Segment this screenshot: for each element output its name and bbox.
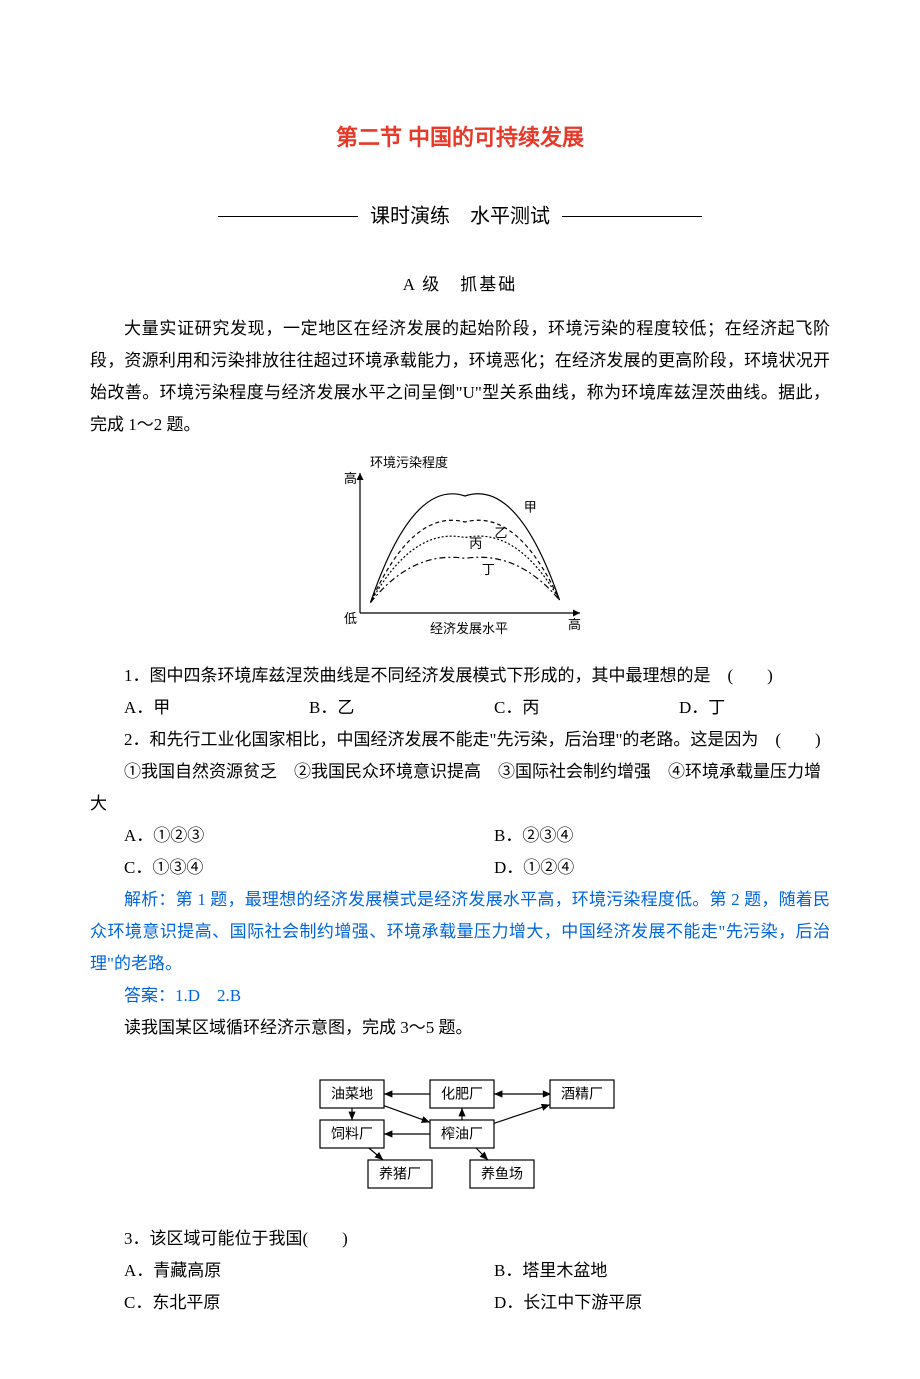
q3-opt-d[interactable]: D．长江中下游平原 [460, 1287, 830, 1319]
q1-options: A．甲 B．乙 C．丙 D．丁 [90, 692, 830, 724]
curve-label-乙: 乙 [494, 526, 507, 541]
q2-stem: 2．和先行工业化国家相比，中国经济发展不能走"先污染，后治理"的老路。这是因为 … [90, 724, 830, 756]
circular-economy-flowchart: 油菜地 化肥厂 酒精厂饲料厂 榨油厂养猪厂 养鱼场 [90, 1056, 830, 1211]
flow-label-huafei: 化肥厂 [441, 1086, 483, 1102]
q1-opt-d[interactable]: D．丁 [645, 692, 830, 724]
level-a-label: A 级 抓基础 [90, 270, 830, 295]
q3-opt-c[interactable]: C．东北平原 [90, 1287, 460, 1319]
q3-opt-b[interactable]: B．塔里木盆地 [460, 1255, 830, 1287]
y-low-label: 低 [344, 611, 357, 626]
curve-label-甲: 甲 [524, 500, 537, 515]
kuznets-curve-丁 [371, 557, 560, 602]
intro-paragraph: 大量实证研究发现，一定地区在经济发展的起始阶段，环境污染的程度较低；在经济起飞阶… [90, 313, 830, 441]
section-header-text: 课时演练 水平测试 [370, 206, 550, 228]
q2-opt-d[interactable]: D．①②④ [460, 852, 830, 884]
rule-left [218, 216, 358, 217]
kuznets-chart: 环境污染程度 高 低 经济发展水平 高 甲乙丙丁 [90, 453, 830, 648]
x-high-label: 高 [568, 617, 581, 632]
flow-edge-youcai-zhayou [384, 1106, 430, 1123]
analysis-1-2: 解析：第 1 题，最理想的经济发展模式是经济发展水平高，环境污染程度低。第 2 … [90, 884, 830, 980]
flow-label-yangzhu: 养猪厂 [379, 1166, 421, 1182]
q2-opt-a[interactable]: A．①②③ [90, 820, 460, 852]
y-high-label: 高 [344, 471, 357, 486]
curve-label-丁: 丁 [482, 562, 495, 577]
answer-1-2: 答案：1.D 2.B [90, 980, 830, 1012]
page-title: 第二节 中国的可持续发展 [90, 120, 830, 152]
flow-label-jiujing: 酒精厂 [561, 1086, 603, 1102]
flow-label-siliao: 饲料厂 [331, 1126, 373, 1142]
q1-opt-c[interactable]: C．丙 [460, 692, 645, 724]
flow-label-yangyu: 养鱼场 [481, 1166, 523, 1182]
flow-label-zhayou: 榨油厂 [441, 1126, 483, 1142]
q1-opt-a[interactable]: A．甲 [90, 692, 275, 724]
q2-opt-c[interactable]: C．①③④ [90, 852, 460, 884]
q3-options-row1: A．青藏高原 B．塔里木盆地 [90, 1255, 830, 1287]
rule-right [562, 216, 702, 217]
q2-options-row2: C．①③④ D．①②④ [90, 852, 830, 884]
curve-label-丙: 丙 [469, 536, 482, 551]
q1-opt-b[interactable]: B．乙 [275, 692, 460, 724]
flow-edge-siliao-yangzhu [369, 1148, 383, 1160]
flow-label-youcai: 油菜地 [331, 1086, 373, 1102]
q3-opt-a[interactable]: A．青藏高原 [90, 1255, 460, 1287]
q3-stem: 3．该区域可能位于我国( ) [90, 1223, 830, 1255]
flow-edge-zhayou-yangyu [476, 1148, 488, 1160]
x-axis-label: 经济发展水平 [430, 621, 508, 636]
q3-options-row2: C．东北平原 D．长江中下游平原 [90, 1287, 830, 1319]
flow-edge-zhayou-jiujing [494, 1105, 550, 1124]
y-axis-label: 环境污染程度 [370, 455, 448, 470]
q2-opt-b[interactable]: B．②③④ [460, 820, 830, 852]
section-header: 课时演练 水平测试 [90, 202, 830, 230]
intro-q3: 读我国某区域循环经济示意图，完成 3～5 题。 [90, 1012, 830, 1044]
q2-options-row1: A．①②③ B．②③④ [90, 820, 830, 852]
q2-statements: ①我国自然资源贫乏 ②我国民众环境意识提高 ③国际社会制约增强 ④环境承载量压力… [90, 756, 830, 820]
kuznets-curve-丙 [371, 536, 560, 603]
q1-stem: 1．图中四条环境库兹涅茨曲线是不同经济发展模式下形成的，其中最理想的是 ( ) [90, 660, 830, 692]
